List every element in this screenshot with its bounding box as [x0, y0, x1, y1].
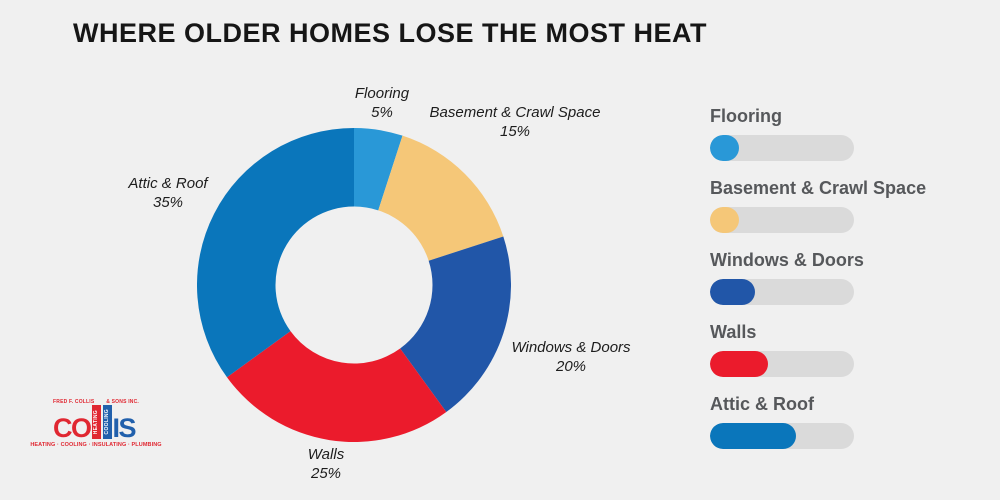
legend-item-walls: Walls	[710, 322, 950, 377]
logo-top-right-text: & SONS INC.	[106, 399, 139, 405]
legend-label-flooring: Flooring	[710, 106, 782, 126]
logo-letters-is: IS	[112, 412, 137, 443]
legend-bar-fill-walls	[710, 351, 768, 377]
donut-segment-flooring	[354, 128, 403, 211]
collis-logo: FRED F. COLLIS & SONS INC. CO HEATING CO…	[30, 399, 161, 451]
legend-bar-windows	[710, 279, 854, 305]
legend-bar-attic	[710, 423, 854, 449]
logo-main-row: CO HEATING COOLING IS	[53, 399, 137, 443]
legend-bar-fill-flooring	[710, 135, 739, 161]
callout-flooring-value: 5%	[371, 104, 393, 122]
legend-label-walls: Walls	[710, 322, 757, 342]
callout-attic-label: Attic & Roof	[128, 175, 208, 192]
logo-letters-co: CO	[53, 412, 92, 443]
legend-item-basement-crawl-space: Basement & Crawl Space	[710, 178, 950, 233]
donut-segment-walls	[226, 331, 447, 442]
logo-heating-bar-text: HEATING	[93, 409, 99, 435]
legend-label-windows: Windows & Doors	[710, 250, 864, 270]
logo-top-row: FRED F. COLLIS & SONS INC.	[53, 399, 139, 405]
legend-bar-flooring	[710, 135, 854, 161]
logo-heating-bar: HEATING	[91, 405, 101, 439]
callout-windows-value: 20%	[555, 358, 587, 376]
page-title: WHERE OLDER HOMES LOSE THE MOST HEAT	[72, 18, 708, 48]
callout-walls: Walls 25%	[308, 445, 344, 483]
legend-item-flooring: Flooring	[710, 106, 950, 161]
legend-bar-walls	[710, 351, 854, 377]
logo-cooling-bar-text: COOLING	[104, 409, 110, 435]
donut-chart	[197, 128, 511, 442]
legend-item-windows-doors: Windows & Doors	[710, 250, 950, 305]
legend-item-attic-roof: Attic & Roof	[710, 394, 950, 449]
callout-basement-value: 15%	[499, 123, 531, 141]
legend-label-basement: Basement & Crawl Space	[710, 178, 927, 198]
donut-segment-windows-doors	[400, 236, 511, 413]
logo-cooling-bar: COOLING	[102, 405, 112, 439]
legend-bar-basement	[710, 207, 854, 233]
legend-bar-fill-basement	[710, 207, 739, 233]
callout-walls-label: Walls	[307, 446, 345, 463]
legend-label-attic: Attic & Roof	[710, 394, 814, 414]
legend-bar-fill-windows	[710, 279, 755, 305]
callout-flooring-label: Flooring	[354, 85, 410, 102]
callout-basement-label: Basement & Crawl Space	[429, 104, 601, 121]
logo-top-left-text: FRED F. COLLIS	[53, 399, 95, 405]
donut-segment-basement-crawl-space	[378, 135, 504, 261]
logo-services-text: HEATING · COOLING · INSULATING · PLUMBIN…	[30, 442, 162, 448]
legend: Flooring Basement & Crawl Space Windows …	[710, 106, 950, 466]
callout-basement-crawl-space: Basement & Crawl Space 15%	[430, 103, 601, 141]
legend-bar-fill-attic	[710, 423, 797, 449]
callout-windows-doors: Windows & Doors 20%	[511, 338, 630, 376]
callout-windows-label: Windows & Doors	[511, 339, 631, 356]
callout-attic-roof: Attic & Roof 35%	[128, 174, 207, 212]
callout-flooring: Flooring 5%	[355, 84, 409, 122]
donut-segment-attic-roof	[197, 128, 354, 378]
callout-attic-value: 35%	[152, 194, 184, 212]
callout-walls-value: 25%	[310, 465, 342, 483]
